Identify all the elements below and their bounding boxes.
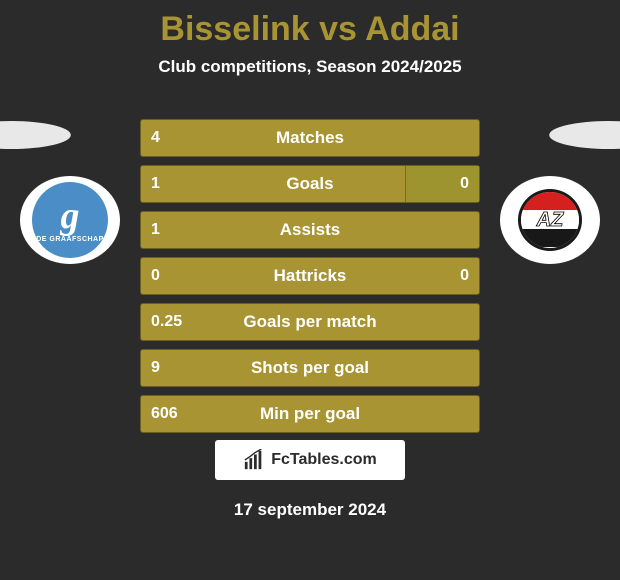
team-right-logo-text: AZ [537,209,564,232]
shadow-right [549,121,620,149]
stat-label: Goals per match [141,312,479,332]
stat-left-value: 1 [151,221,160,239]
stat-right-value: 0 [460,267,469,285]
stats-bars: 4Matches1Goals01Assists0Hattricks00.25Go… [140,119,480,441]
stat-left-value: 4 [151,129,160,147]
stat-row: 0Hattricks0 [140,257,480,295]
stat-label: Shots per goal [141,358,479,378]
stripe-black [521,229,579,247]
stat-row: 4Matches [140,119,480,157]
team-left-logo-inner: g DE GRAAFSCHAP [32,182,108,258]
team-left-logo-letter: g [61,197,80,235]
shadow-left [0,121,71,149]
stat-label: Min per goal [141,404,479,424]
page-title: Bisselink vs Addai [0,0,620,49]
bar-chart-icon [243,449,265,471]
stat-left-value: 9 [151,359,160,377]
team-left-logo: g DE GRAAFSCHAP [20,176,120,264]
stat-left-value: 606 [151,405,178,423]
stat-row: 9Shots per goal [140,349,480,387]
stat-label: Hattricks [141,266,479,286]
stat-left-value: 0.25 [151,313,182,331]
team-right-logo-inner: AZ [518,189,582,251]
footer-date: 17 september 2024 [0,500,620,520]
team-right-logo: AZ [500,176,600,264]
page-subtitle: Club competitions, Season 2024/2025 [0,57,620,77]
footer-brand-badge: FcTables.com [215,440,405,480]
stat-row: 1Goals0 [140,165,480,203]
footer-brand-text: FcTables.com [271,451,377,469]
stat-left-value: 1 [151,175,160,193]
stat-row: 1Assists [140,211,480,249]
stat-label: Assists [141,220,479,240]
stat-left-value: 0 [151,267,160,285]
team-left-logo-text: DE GRAAFSCHAP [36,236,104,243]
stat-label: Matches [141,128,479,148]
stat-row: 606Min per goal [140,395,480,433]
stat-row: 0.25Goals per match [140,303,480,341]
stat-right-value: 0 [460,175,469,193]
